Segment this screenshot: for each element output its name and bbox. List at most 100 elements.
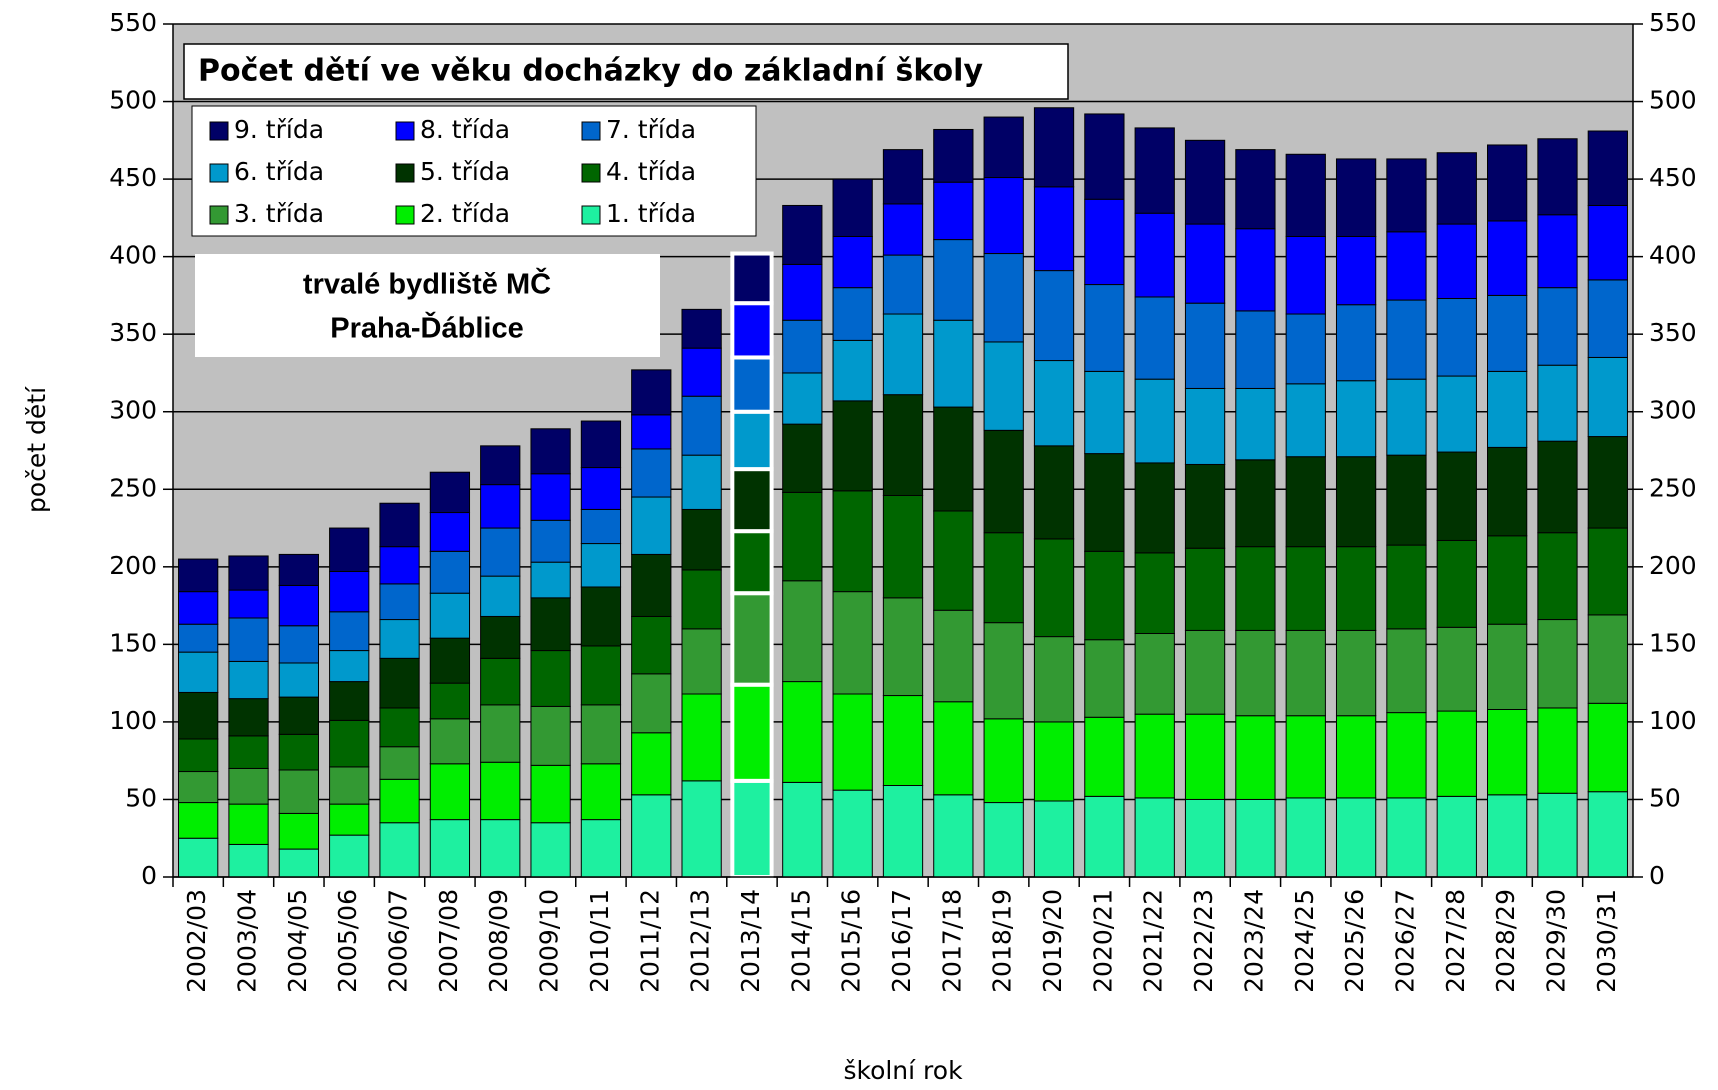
bar-segment [1184,302,1226,389]
bar-segment [882,394,924,496]
bar-segment [1386,544,1427,630]
bar-segment [1537,364,1578,442]
y2-tick-label: 350 [1649,318,1697,347]
bar-segment [1134,552,1175,635]
bar-segment [580,586,622,647]
bar-segment [1084,639,1125,718]
x-tick-label: 2002/03 [182,889,211,993]
bar-segment [1184,387,1226,465]
bar-segment [1335,456,1377,548]
chart-title: Počet dětí ve věku docházky do základní … [198,54,983,89]
bar-segment [1235,798,1276,878]
bar-segment [278,769,319,814]
y-tick-label: 200 [109,551,157,580]
bar-segment [178,837,219,878]
bar-segment [681,395,722,456]
x-tick-label: 2016/17 [887,889,916,993]
bar-segment [1487,144,1528,222]
bar-segment [178,591,219,625]
bar-segment [730,682,774,783]
bar-segment [782,423,823,493]
bar-segment [178,651,219,693]
bar-segment [580,467,622,510]
bar-segment [178,623,219,653]
legend-label: 1. třída [606,199,696,228]
bar-segment [429,592,471,639]
bar-segment [228,660,269,700]
bar-segment [1285,629,1326,717]
bar-segment [933,510,974,611]
bar-segment [530,428,571,475]
bar-segment [178,802,219,839]
y-tick-label: 500 [109,86,157,115]
x-tick-label: 2019/20 [1038,889,1067,993]
legend-label: 7. třída [606,115,696,144]
bar-segment [580,645,622,706]
bar-segment [782,681,823,783]
bar-segment [480,445,521,486]
bar-segment [882,149,924,205]
bar-segment [530,473,571,521]
bar-segment [1487,294,1528,372]
y2-tick-label: 500 [1649,86,1697,115]
bar-segment [681,508,722,571]
bar-segment [1235,149,1276,230]
bar-segment [530,597,571,652]
x-tick-label: 2017/18 [937,889,966,993]
bar-segment [228,698,269,737]
bar-segment [1033,445,1075,540]
bar-segment [379,746,420,780]
bar-segment [1537,532,1578,621]
y-axis-label: počet dětí [22,386,51,513]
bar-segment [329,803,370,836]
bar-segment [1084,795,1125,878]
bar-segment [1285,383,1326,458]
x-tick-label: 2025/26 [1340,889,1369,993]
y-tick-label: 250 [109,473,157,502]
bar-segment [1335,380,1377,458]
x-tick-label: 2005/06 [333,889,362,993]
bar-segment [933,128,974,183]
bar-segment [882,695,924,786]
bar-segment [379,546,420,585]
bar-segment [983,177,1024,255]
bar-segment [178,738,219,773]
bar-segment [983,718,1024,804]
bar-segment [429,550,471,594]
y2-tick-label: 300 [1649,396,1697,425]
bar-segment [480,527,521,577]
bar-segment [1285,235,1326,315]
bar-segment [983,429,1024,534]
bar-segment [1335,546,1377,631]
bar-segment [782,491,823,582]
bar-segment [1537,138,1578,216]
bar-segment [278,584,319,627]
bar-segment [1134,378,1175,464]
x-tick-label: 2024/25 [1290,889,1319,993]
bar-segment [730,778,774,879]
bar-segment [329,834,370,878]
bar-segment [1184,713,1226,800]
bar-segment [1335,629,1377,717]
bar-segment [1436,539,1477,628]
bar-segment [1134,127,1175,214]
annotation-line: trvalé bydliště MČ [303,267,551,301]
bar-segment [1487,709,1528,796]
bar-segment [1084,716,1125,797]
bar-segment [1184,139,1226,225]
bar-segment [379,822,420,878]
bar-segment [1033,721,1075,802]
bar-segment [379,583,420,621]
bar-segment [1335,304,1377,382]
bar-segment [832,235,873,289]
bar-segment [329,766,370,805]
legend-swatch [581,205,601,225]
x-tick-label: 2029/30 [1541,889,1570,993]
x-tick-label: 2006/07 [384,889,413,993]
bar-segment [1386,158,1427,233]
bar-segment [228,617,269,662]
bar-segment [1184,463,1226,549]
bar-segment [1084,113,1125,200]
bar-segment [631,369,672,416]
